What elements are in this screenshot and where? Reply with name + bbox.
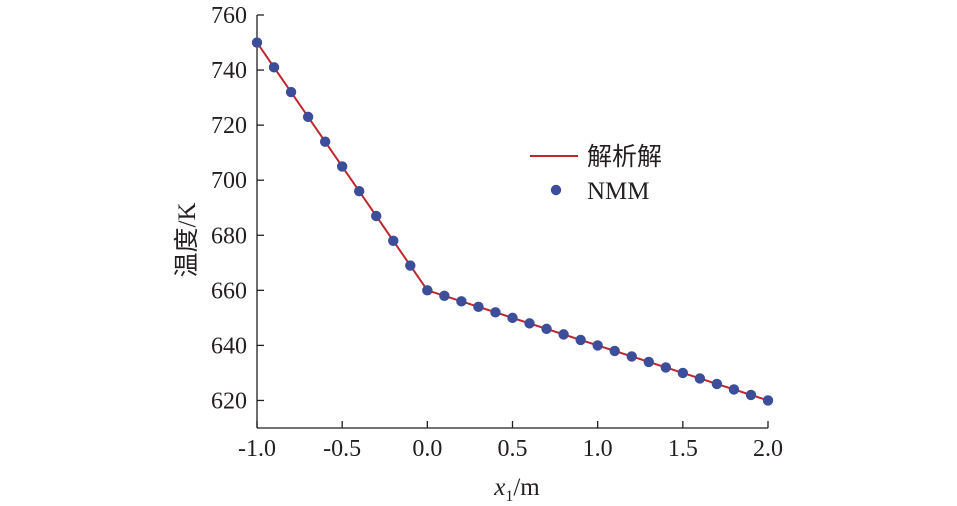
nmm-data-point [439,290,450,302]
nmm-data-point [728,384,740,395]
x-ticks: -1.0 -0.5 0.0 0.5 1.0 1.5 2.0 [238,421,783,462]
nmm-data-point [711,378,723,390]
x-tick-label: -1.0 [238,436,276,462]
nmm-data-point [336,161,348,172]
nmm-data-point [507,312,518,324]
legend-dot-swatch [550,184,562,196]
nmm-data-point [319,136,331,147]
nmm-data-point [541,323,552,335]
nmm-data-point [388,235,399,246]
nmm-data-point [575,334,586,346]
nmm-data-point [473,301,484,313]
nmm-data-point [626,351,637,362]
y-tick-label: 680 [211,223,247,249]
y-tick-label: 760 [211,3,247,29]
y-tick-label: 620 [211,388,247,414]
legend-label-analytic: 解析解 [587,143,662,171]
nmm-data-point [456,296,467,307]
nmm-data-point [592,340,603,351]
nmm-data-point [354,186,365,197]
y-tick-label: 660 [211,278,247,304]
x-axis-label-subscript: 1 [505,488,513,505]
nmm-data-point [285,86,297,98]
plot-area [251,37,774,406]
x-tick-label: 1.0 [583,436,613,462]
axes [256,15,768,429]
x-axis-label-main: x [493,474,505,501]
nmm-data-point [745,389,757,401]
x-tick-label: 1.5 [668,436,698,462]
y-ticks: 620 640 660 680 700 720 740 760 [211,3,264,414]
nmm-data-point [558,329,569,340]
y-axis-label: 温度/K [173,202,201,277]
nmm-data-point [677,367,689,379]
x-tick-label: 0.5 [498,436,528,462]
nmm-points [251,37,774,406]
legend-label-nmm: NMM [587,178,650,205]
nmm-data-point [694,373,706,384]
x-axis-label: x1/m [493,474,540,505]
nmm-data-point [490,307,501,318]
nmm-data-point [660,362,671,373]
y-tick-label: 640 [211,333,247,359]
x-tick-label: 2.0 [753,436,783,462]
analytic-solution-line [256,41,769,402]
nmm-data-point [251,37,263,48]
x-axis-label-unit: /m [513,474,540,501]
nmm-data-point [405,260,416,271]
nmm-data-point [524,318,535,329]
nmm-data-point [762,395,774,406]
nmm-data-point [609,345,620,357]
nmm-data-point [422,285,433,296]
x-tick-label: 0.0 [412,436,442,462]
legend: 解析解 NMM [530,143,662,205]
nmm-data-point [371,210,382,222]
y-tick-label: 740 [211,58,247,84]
x-tick-label: -0.5 [323,436,361,462]
nmm-data-point [302,111,314,123]
nmm-data-point [268,62,280,73]
nmm-data-point [643,356,654,368]
y-tick-label: 700 [211,168,247,194]
y-tick-label: 720 [211,113,247,139]
